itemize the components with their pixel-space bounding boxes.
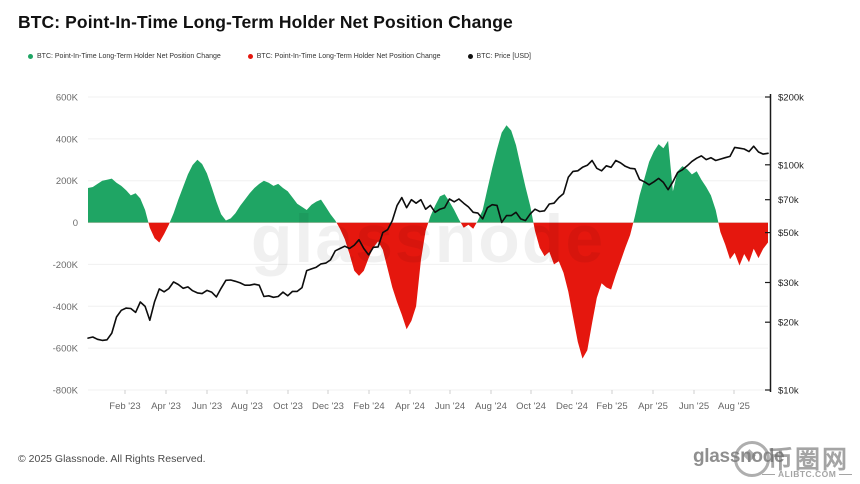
left-axis-tick-label: 600K <box>56 93 79 104</box>
x-axis-tick-label: Oct '23 <box>273 401 303 412</box>
alibtc-watermark: 币圈网 ALIBTC.COM <box>734 440 860 482</box>
x-axis-tick-label: Dec '23 <box>312 401 344 412</box>
stamp-site-row: ALIBTC.COM <box>762 469 853 479</box>
legend-swatch-red-icon <box>247 54 253 59</box>
x-axis-tick-label: Apr '24 <box>395 401 425 412</box>
page-title: BTC: Point-In-Time Long-Term Holder Net … <box>18 12 513 32</box>
legend-item-net-position-positive[interactable]: BTC: Point-In-Time Long-Term Holder Net … <box>28 53 221 60</box>
legend-swatch-black-icon <box>467 54 473 59</box>
price-line <box>87 145 769 342</box>
left-axis-tick-label: -800K <box>53 386 79 397</box>
x-axis-tick-label: Feb '25 <box>596 401 627 412</box>
legend-label: BTC: Point-In-Time Long-Term Holder Net … <box>37 53 221 60</box>
stamp-site-text: ALIBTC.COM <box>778 469 837 479</box>
chart-legend: BTC: Point-In-Time Long-Term Holder Net … <box>28 53 531 60</box>
stamp-dash-icon <box>839 473 853 475</box>
stamp-ring-icon <box>734 441 770 477</box>
left-axis-tick-label: 400K <box>56 134 79 145</box>
left-axis-tick-label: 0 <box>73 218 78 229</box>
copyright-text: © 2025 Glassnode. All Rights Reserved. <box>18 453 206 465</box>
x-axis-tick-label: Feb '23 <box>109 401 140 412</box>
x-axis-tick-label: Oct '24 <box>516 401 546 412</box>
legend-item-price[interactable]: BTC: Price [USD] <box>467 53 531 60</box>
net-position-negative-area <box>88 222 768 359</box>
x-axis-tick-label: Feb '24 <box>353 401 384 412</box>
x-axis-tick-label: Aug '24 <box>475 401 507 412</box>
right-axis-tick-label: $70k <box>778 195 799 206</box>
x-axis-tick-label: Apr '23 <box>151 401 181 412</box>
x-axis-tick-label: Jun '25 <box>679 401 709 412</box>
stamp-characters: 币圈网 <box>768 446 850 474</box>
right-axis-tick-label: $100k <box>778 160 804 171</box>
left-axis-tick-label: -200K <box>53 260 79 271</box>
stamp-dash-icon <box>762 473 775 475</box>
x-axis-tick-label: Dec '24 <box>556 401 588 412</box>
legend-swatch-green-icon <box>28 54 33 59</box>
chart-plot-area[interactable]: glassnode $200k $100k $70k $50k $30k $20k $10k 6… <box>0 0 860 432</box>
right-axis-tick-label: $30k <box>778 278 799 289</box>
legend-label: BTC: Point-In-Time Long-Term Holder Net … <box>256 53 441 60</box>
x-axis-tick-label: Jun '24 <box>435 401 465 412</box>
legend-item-net-position-negative[interactable]: BTC: Point-In-Time Long-Term Holder Net … <box>247 53 441 60</box>
x-axis-tick-label: Apr '25 <box>638 401 668 412</box>
right-axis-tick-label: $10k <box>778 386 799 397</box>
net-position-positive-area <box>88 125 719 223</box>
right-axis-tick-label: $200k <box>778 93 804 104</box>
chart-canvas[interactable]: glassnode $200k $100k $70k $50k $30k $20k $10k 6… <box>0 0 860 432</box>
x-axis-tick-label: Aug '23 <box>231 401 263 412</box>
x-axis-tick-label: Jun '23 <box>192 401 222 412</box>
legend-label: BTC: Price [USD] <box>476 53 531 60</box>
left-axis-tick-label: 200K <box>56 176 79 187</box>
right-axis-tick-label: $20k <box>778 318 799 329</box>
x-axis-tick-label: Aug '25 <box>718 401 750 412</box>
left-axis-tick-label: -400K <box>53 302 79 313</box>
left-axis-tick-label: -600K <box>53 344 79 355</box>
right-axis-tick-label: $50k <box>778 228 799 239</box>
glassnode-center-watermark: glassnode <box>251 201 605 277</box>
